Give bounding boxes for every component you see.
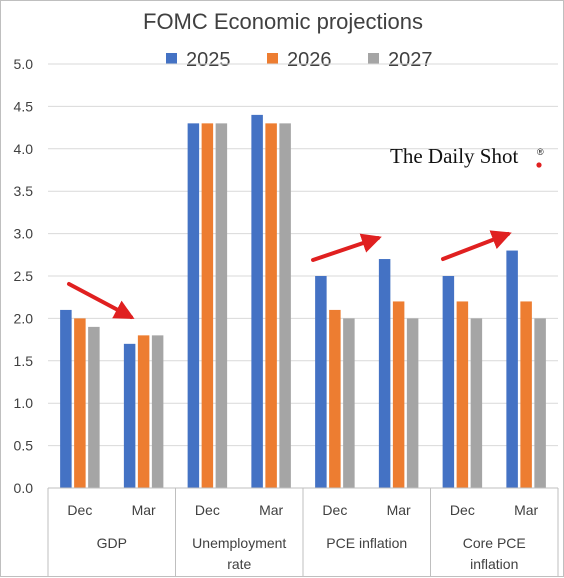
trend-arrows [67,230,512,319]
bar-2026 [265,123,277,489]
legend: 2025 2026 2027 [166,49,433,71]
x-tick-label: Mar [132,502,156,518]
legend-swatch-2025 [166,53,177,64]
bar-2025 [378,259,391,488]
bar-2026 [74,318,86,488]
bar-2026 [201,123,214,489]
group-label: GDP [97,535,127,551]
arrow-down [67,282,135,319]
y-tick-label: 3.5 [14,183,34,199]
bar-2027 [470,318,483,488]
x-tick-label: Dec [67,502,92,518]
y-tick-label: 5.0 [14,56,34,72]
bar-2027 [279,123,291,489]
y-tick-label: 3.0 [14,226,34,242]
bar-2026 [137,335,150,488]
y-tick-label: 4.5 [14,98,34,114]
y-axis-ticks: 0.0 0.5 1.0 1.5 2.0 2.5 3.0 3.5 4.0 4.5 5.0 [14,56,34,496]
bars [60,114,546,489]
arrow-up [441,230,512,261]
y-tick-label: 0.0 [14,480,34,496]
watermark-text: The Daily Shot [390,144,518,168]
watermark-dot [536,162,542,168]
bar-2025 [123,343,136,488]
x-tick-label: Mar [259,502,283,518]
legend-swatch-2027 [368,53,379,64]
bar-2025 [187,123,200,489]
y-tick-label: 2.5 [14,268,34,284]
bar-2026 [392,301,405,488]
y-tick-label: 1.5 [14,353,34,369]
y-tick-label: 1.0 [14,395,34,411]
bar-2025 [60,309,72,488]
x-tick-label: Mar [387,502,411,518]
bar-2027 [406,318,419,488]
legend-label: 2026 [287,49,332,71]
bar-2027 [343,318,355,488]
bar-2025 [442,276,455,488]
group-label: PCE inflation [326,535,407,551]
bar-2026 [520,301,532,488]
arrow-up [311,233,382,262]
x-tick-label: Dec [195,502,220,518]
bar-2025 [506,250,518,488]
x-tick-label: Dec [322,502,347,518]
bar-2026 [329,309,341,488]
bar-2026 [456,301,469,488]
bar-2027 [88,326,100,488]
group-label: Unemployment rate [192,535,286,572]
chart-title: FOMC Economic projections [143,9,423,34]
watermark: The Daily Shot ® [390,144,544,168]
legend-swatch-2026 [267,53,278,64]
y-tick-label: 2.0 [14,310,34,326]
bar-2027 [215,123,228,489]
x-tick-label: Mar [514,502,538,518]
watermark-registered: ® [537,147,544,157]
bar-2027 [151,335,164,488]
bar-2025 [251,114,263,488]
y-tick-label: 4.0 [14,141,34,157]
x-axis: Dec Mar GDP Dec Mar Unemployment rate Dec Mar PCE… [47,487,559,576]
group-label: Core PCE inflation [463,535,526,572]
y-tick-label: 0.5 [14,438,34,454]
bar-2027 [534,318,546,488]
bar-2025 [315,276,327,488]
legend-label: 2027 [388,49,433,71]
legend-label: 2025 [186,49,231,71]
x-tick-label: Dec [450,502,475,518]
